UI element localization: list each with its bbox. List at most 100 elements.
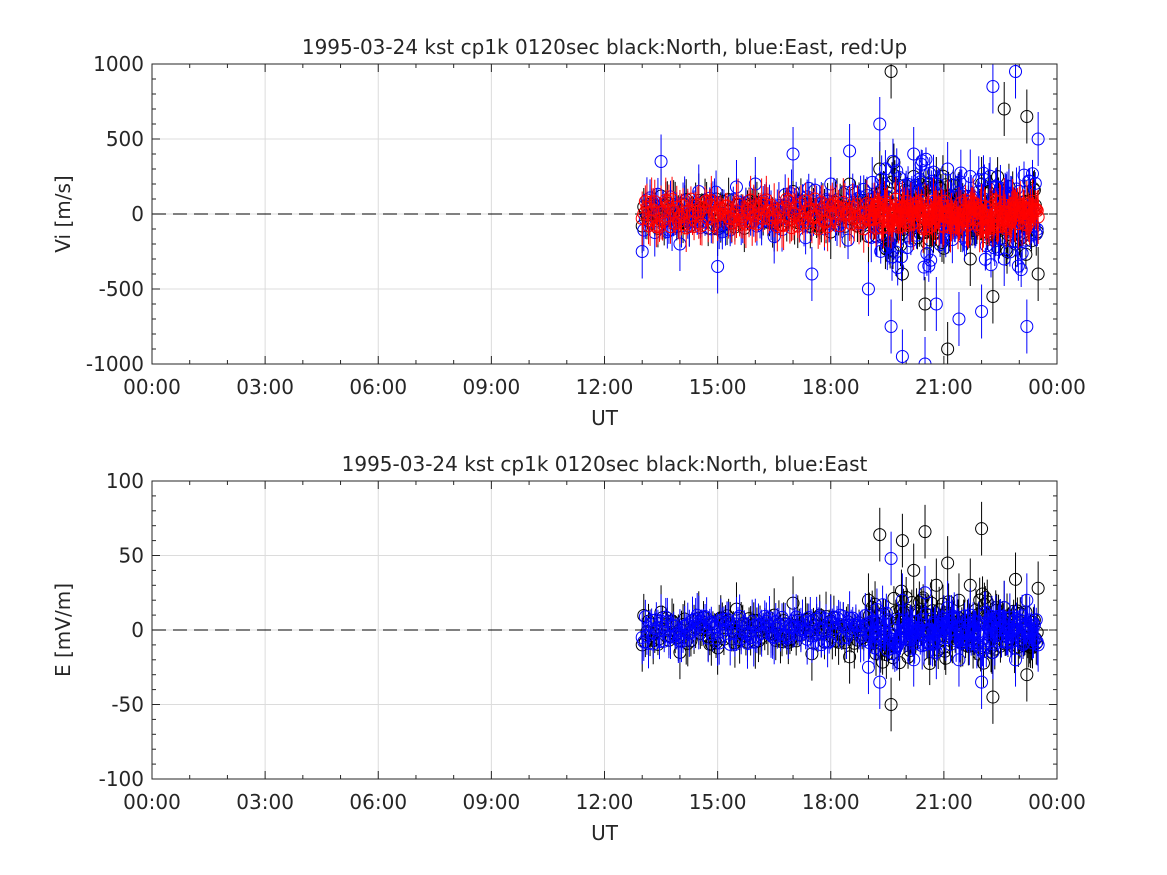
data-point <box>843 650 857 664</box>
data-point <box>917 260 931 274</box>
x-tick-label: 12:00 <box>576 375 634 399</box>
electric-field-panel: 00:00 03:00 06:00 09:00 12:00 15:00 18:00 21:00… <box>51 452 1086 845</box>
chart-title: 1995-03-24 kst cp1k 0120sec black:North,… <box>342 452 868 476</box>
data-marks <box>635 501 1045 732</box>
data-point <box>711 260 725 273</box>
data-point <box>920 247 934 261</box>
data-point <box>1020 110 1034 123</box>
data-point <box>879 606 893 620</box>
y-tick-label: 0 <box>131 618 144 642</box>
x-axis-label: UT <box>591 821 619 845</box>
data-point <box>952 312 966 326</box>
data-point <box>861 282 875 296</box>
data-point <box>806 636 820 650</box>
data-point <box>973 629 987 643</box>
chart-title: 1995-03-24 kst cp1k 0120sec black:North,… <box>302 35 907 59</box>
data-point <box>641 219 655 233</box>
data-point <box>654 155 668 168</box>
data-point <box>871 196 885 210</box>
data-point <box>1023 613 1037 627</box>
data-point <box>722 615 736 629</box>
data-point <box>1014 263 1028 277</box>
data-point <box>733 609 747 623</box>
data-point <box>875 221 889 235</box>
data-point <box>929 578 943 592</box>
data-point <box>1026 181 1040 195</box>
data-point <box>975 675 989 689</box>
data-point <box>936 218 950 232</box>
data-point <box>1031 581 1045 595</box>
data-point <box>913 175 927 189</box>
data-point <box>786 147 800 161</box>
data-point <box>843 144 857 158</box>
data-point <box>873 675 887 689</box>
data-point <box>1020 668 1034 682</box>
y-tick-label: -500 <box>99 277 144 301</box>
y-tick-label: 1000 <box>93 52 144 76</box>
data-point <box>986 290 1000 303</box>
data-point <box>911 196 925 210</box>
x-tick-label: 00:00 <box>1028 375 1086 399</box>
data-point <box>881 613 895 627</box>
data-point <box>907 563 921 577</box>
x-tick-label: 09:00 <box>463 790 521 814</box>
data-point <box>1020 320 1034 333</box>
data-point <box>759 193 773 207</box>
y-tick-label: 100 <box>106 469 144 493</box>
data-point <box>976 639 990 653</box>
x-tick-label: 21:00 <box>915 375 973 399</box>
data-point <box>827 197 841 211</box>
data-point <box>861 593 875 607</box>
data-point <box>884 551 898 565</box>
data-point <box>986 645 1000 659</box>
data-point <box>918 586 932 600</box>
data-point <box>1015 246 1029 260</box>
data-point <box>1010 235 1024 249</box>
data-point <box>652 220 666 234</box>
data-point <box>963 170 977 183</box>
x-tick-label: 00:00 <box>1028 790 1086 814</box>
data-point <box>975 305 989 318</box>
data-point <box>878 627 892 641</box>
data-point <box>1020 593 1034 607</box>
data-point <box>895 350 909 363</box>
data-point <box>997 102 1011 116</box>
data-point <box>895 534 909 548</box>
series-east <box>635 531 1045 709</box>
data-point <box>954 166 968 180</box>
data-point <box>886 154 900 168</box>
data-point <box>884 65 898 78</box>
x-tick-label: 18:00 <box>802 375 860 399</box>
data-point <box>884 698 898 711</box>
data-point <box>895 593 909 607</box>
data-point <box>821 220 835 234</box>
data-point <box>874 244 888 258</box>
data-point <box>922 259 936 273</box>
data-point <box>1030 204 1044 218</box>
data-point <box>850 198 864 212</box>
data-point <box>979 636 993 650</box>
data-point <box>929 297 943 311</box>
x-axis-label: UT <box>591 406 619 430</box>
x-tick-label: 21:00 <box>915 790 973 814</box>
data-point <box>1031 267 1045 281</box>
data-point <box>976 645 990 659</box>
data-point <box>662 200 676 214</box>
data-point <box>750 630 764 644</box>
data-point <box>975 522 989 536</box>
data-point <box>1027 618 1041 632</box>
y-tick-label: -50 <box>111 693 144 717</box>
data-point <box>941 342 955 356</box>
data-point <box>1028 176 1042 190</box>
velocity-panel: 00:00 03:00 06:00 09:00 12:00 15:00 18:00 21:00… <box>51 35 1086 430</box>
x-tick-label: 00:00 <box>123 790 181 814</box>
x-tick-label: 06:00 <box>349 790 407 814</box>
data-point <box>918 297 932 311</box>
data-point <box>873 528 887 542</box>
data-point <box>941 162 955 176</box>
data-point <box>986 80 1000 93</box>
data-point <box>912 621 926 635</box>
data-point <box>805 267 819 281</box>
data-point <box>681 205 695 219</box>
data-point <box>1009 653 1023 667</box>
